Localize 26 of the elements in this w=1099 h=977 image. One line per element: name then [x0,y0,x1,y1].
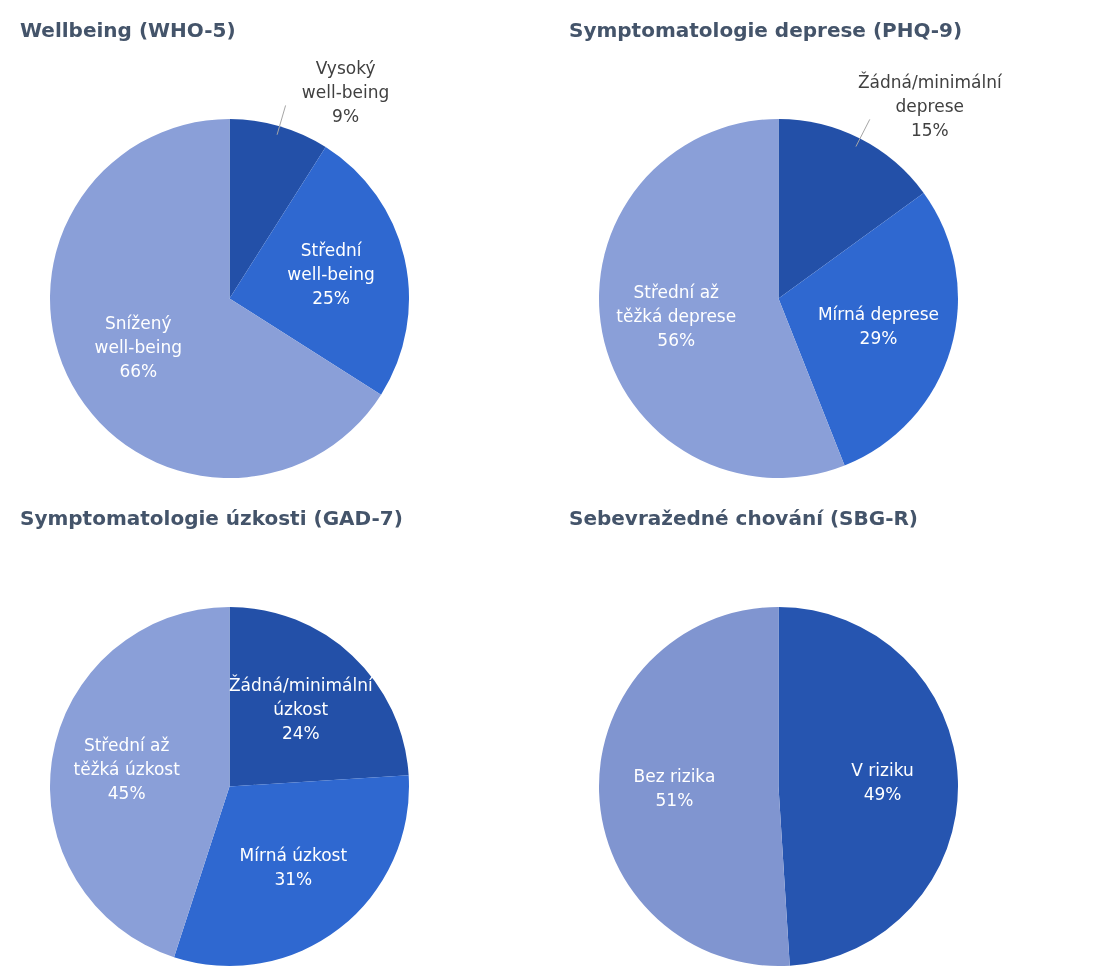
data-label: 29% [859,327,898,348]
data-label: 15% [910,119,949,140]
slice-label: Střední až těžká úzkost [73,734,181,779]
data-label: 9% [332,105,360,126]
chart-title: Sebevražedné chování (SBG-R) [569,506,919,531]
chart-title: Symptomatologie úzkosti (GAD-7) [20,506,403,531]
slice-label: Střední well-being [287,240,375,285]
slice-label: Mírná deprese [817,303,940,324]
data-label: 45% [107,782,146,803]
slice-label: Snížený well-being [94,313,183,358]
data-label: 25% [312,288,350,309]
slice-label: Střední až těžká deprese [616,282,737,327]
slice-label: V riziku [851,759,914,780]
data-label: 31% [274,869,313,890]
slice-label: Žádná/minimální úzkost [228,674,374,720]
slice-label: Žádná/minimální deprese [857,70,1003,116]
slice-label: Bez rizika [633,766,716,787]
slice-label: Vysoký well-being [301,57,390,102]
chart-title: Wellbeing (WHO-5) [20,18,236,43]
data-label: 56% [657,330,696,351]
data-label: 66% [119,361,158,382]
data-label: 51% [655,790,694,811]
slice-label: Mírná úzkost [239,845,348,866]
data-label: 24% [281,723,320,744]
data-label: 49% [863,783,902,804]
chart-title: Symptomatologie deprese (PHQ-9) [569,18,963,43]
